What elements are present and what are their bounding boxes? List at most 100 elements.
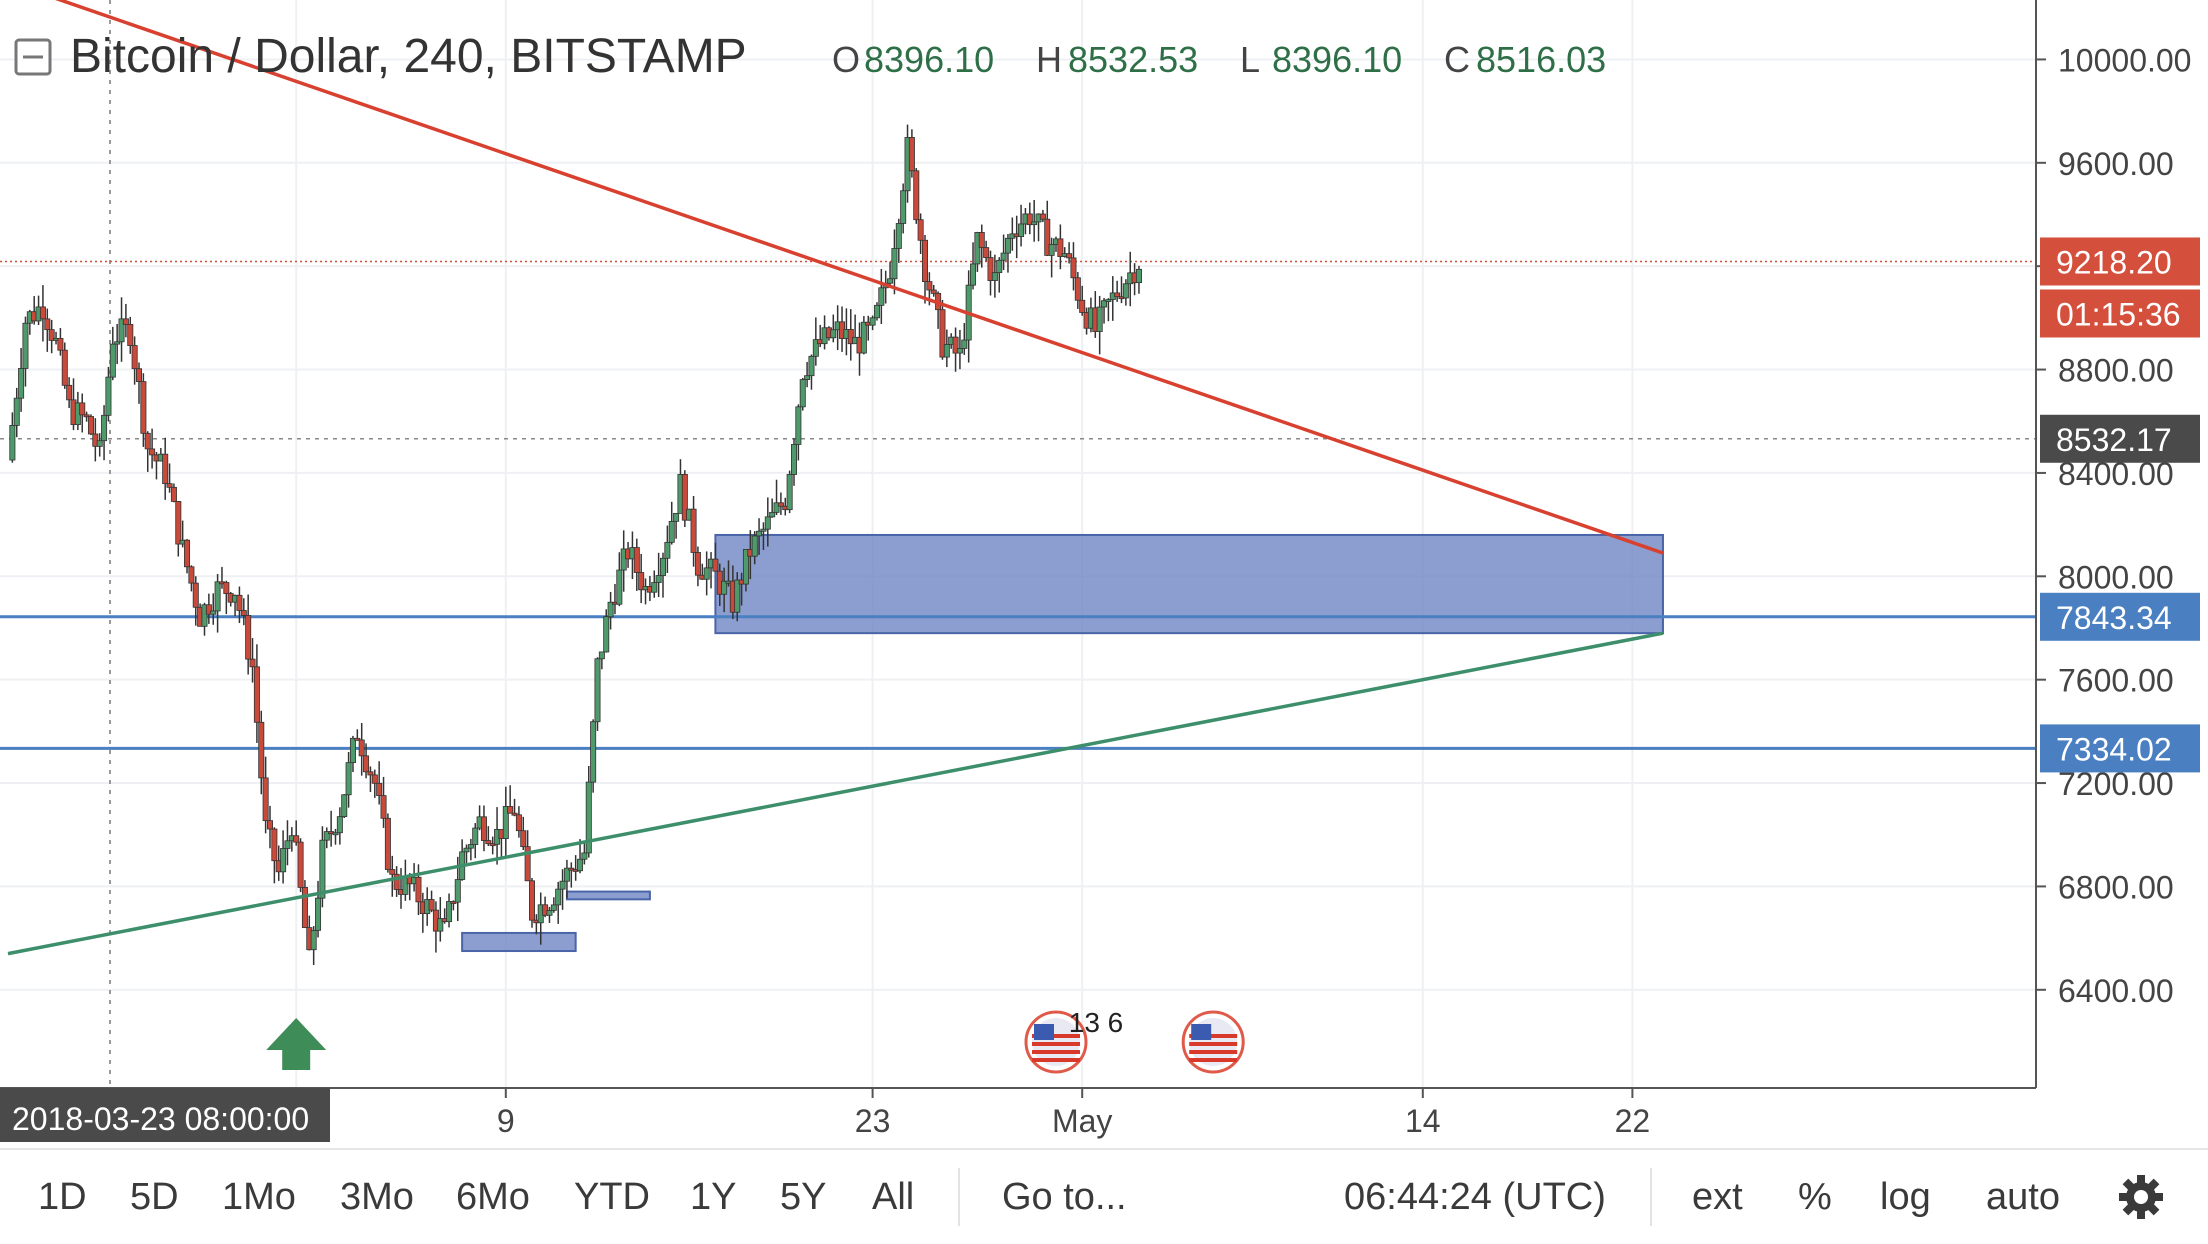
candle-body[interactable] (751, 535, 758, 557)
candle-body[interactable] (830, 329, 837, 339)
candle-body[interactable] (555, 888, 562, 906)
candle-body[interactable] (293, 835, 300, 843)
candle-body[interactable] (319, 839, 326, 899)
candle-body[interactable] (1066, 253, 1073, 259)
candle-body[interactable] (245, 614, 252, 660)
candle-body[interactable] (1135, 268, 1142, 284)
candle-body[interactable] (389, 869, 396, 875)
candle-body[interactable] (140, 381, 147, 434)
candle-body[interactable] (660, 557, 667, 576)
candle-body[interactable] (384, 817, 391, 870)
candle-body[interactable] (922, 239, 929, 282)
candle-body[interactable] (502, 806, 509, 839)
interval-button-3mo[interactable]: 3Mo (340, 1176, 414, 1218)
candle-body[interactable] (773, 502, 780, 513)
candle-body[interactable] (463, 847, 470, 853)
candle-body[interactable] (210, 610, 217, 615)
candle-body[interactable] (887, 278, 894, 284)
candle-body[interactable] (315, 897, 322, 931)
candle-body[interactable] (664, 541, 671, 559)
candle-body[interactable] (323, 831, 330, 841)
candle-body[interactable] (895, 223, 902, 249)
candle-body[interactable] (437, 918, 444, 932)
candle-body[interactable] (280, 848, 287, 873)
gear-icon[interactable] (2116, 1172, 2166, 1222)
candle-body[interactable] (1039, 213, 1046, 220)
candle-body[interactable] (214, 581, 221, 612)
candle-body[interactable] (92, 433, 99, 447)
candle-body[interactable] (860, 321, 867, 354)
candle-body[interactable] (873, 304, 880, 319)
candle-body[interactable] (913, 170, 920, 221)
candle-body[interactable] (201, 604, 208, 627)
candle-body[interactable] (262, 777, 269, 822)
candle-body[interactable] (511, 812, 518, 816)
candle-body[interactable] (188, 566, 195, 584)
candle-body[interactable] (786, 474, 793, 511)
candle-body[interactable] (39, 306, 46, 320)
candle-body[interactable] (900, 190, 907, 224)
candle-body[interactable] (598, 651, 605, 660)
candle-body[interactable] (205, 604, 212, 615)
candle-body[interactable] (668, 520, 675, 543)
candle-body[interactable] (607, 601, 614, 618)
candle-body[interactable] (336, 816, 343, 834)
candle-body[interactable] (118, 318, 125, 343)
candle-body[interactable] (240, 610, 247, 616)
candle-body[interactable] (961, 339, 968, 349)
candle-body[interactable] (1122, 283, 1129, 299)
candle-body[interactable] (633, 547, 640, 573)
candle-body[interactable] (184, 539, 191, 568)
candle-body[interactable] (297, 841, 304, 888)
candle-body[interactable] (1070, 257, 1077, 279)
candle-body[interactable] (908, 137, 915, 172)
candle-body[interactable] (472, 827, 479, 845)
trendline-resistance[interactable] (8, 0, 1664, 555)
candle-body[interactable] (1105, 299, 1112, 302)
candle-body[interactable] (559, 880, 566, 890)
candle-body[interactable] (83, 414, 90, 418)
candle-body[interactable] (690, 508, 697, 553)
candle-body[interactable] (507, 806, 514, 814)
candle-body[interactable] (917, 219, 924, 241)
candle-body[interactable] (1004, 237, 1011, 254)
candle-body[interactable] (991, 272, 998, 281)
candle-body[interactable] (122, 318, 129, 325)
candle-body[interactable] (332, 832, 339, 836)
candle-body[interactable] (371, 774, 378, 784)
candle-body[interactable] (415, 876, 422, 903)
interval-button-5y[interactable]: 5Y (780, 1176, 827, 1218)
candle-body[interactable] (1000, 252, 1007, 261)
candle-body[interactable] (764, 516, 771, 530)
candle-body[interactable] (1044, 218, 1051, 256)
candle-body[interactable] (349, 737, 356, 764)
utc-clock[interactable]: 06:44:24 (UTC) (1344, 1176, 1606, 1218)
candle-body[interactable] (131, 345, 138, 370)
candle-body[interactable] (930, 289, 937, 294)
candle-body[interactable] (742, 549, 749, 585)
candle-body[interactable] (96, 440, 103, 447)
candle-body[interactable] (367, 771, 374, 776)
candle-body[interactable] (149, 448, 156, 456)
candle-body[interactable] (354, 737, 361, 741)
candle-body[interactable] (144, 432, 151, 450)
candle-body[interactable] (585, 781, 592, 854)
candle-body[interactable] (1074, 277, 1081, 301)
candle-body[interactable] (694, 552, 701, 576)
candle-body[interactable] (253, 666, 260, 723)
goto-button[interactable]: Go to... (1002, 1176, 1127, 1218)
candle-body[interactable] (13, 397, 20, 426)
candle-body[interactable] (594, 658, 601, 723)
candle-body[interactable] (769, 511, 776, 518)
candle-body[interactable] (651, 582, 658, 593)
candle-body[interactable] (620, 548, 627, 571)
candle-body[interactable] (1096, 306, 1103, 332)
candle-body[interactable] (446, 901, 453, 923)
candle-body[interactable] (1048, 244, 1055, 256)
candle-body[interactable] (1018, 223, 1025, 238)
candle-body[interactable] (61, 349, 68, 386)
candle-body[interactable] (777, 502, 784, 507)
candle-body[interactable] (310, 929, 317, 951)
candle-body[interactable] (480, 816, 487, 841)
candle-body[interactable] (358, 739, 365, 757)
